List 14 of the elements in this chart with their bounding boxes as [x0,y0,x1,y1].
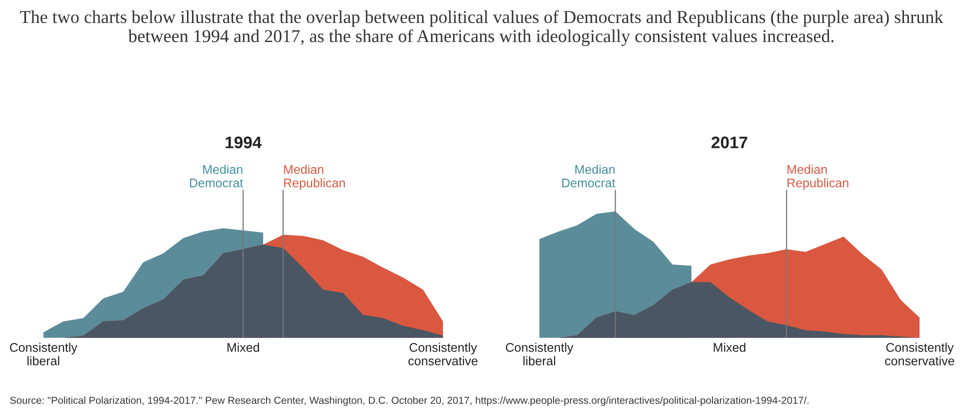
text: Median Democrat [562,164,616,188]
chart-title: 1994 [226,136,262,148]
text: Median Democrat [190,164,244,188]
text: The two charts below illustrate that the overlap between political values of Democrats and Republicans (the purple area) shrunk between 1994 and 2017, as the share of Americans with ideologically consistent values increased. [20,10,944,46]
x-tick-label: Mixed [714,342,746,352]
x-tick-label: Consistently conservative [885,342,954,366]
x-tick-label: Consistently liberal [10,342,78,366]
text: Median Republican [284,164,345,190]
source-note: Source: "Political Polarization, 1994-2017." Pew Research Center, Washington, D.C. October 20, 2017, https://www.people-press.org/interactives/political-polarization-1994-2017/. [10,396,808,406]
x-tick-label: Mixed [228,342,260,352]
x-tick-label: Consistently conservative [408,342,478,366]
text: Median Republican [788,164,848,190]
x-tick-label: Consistently liberal [506,342,574,366]
chart-title: 2017 [712,136,748,148]
